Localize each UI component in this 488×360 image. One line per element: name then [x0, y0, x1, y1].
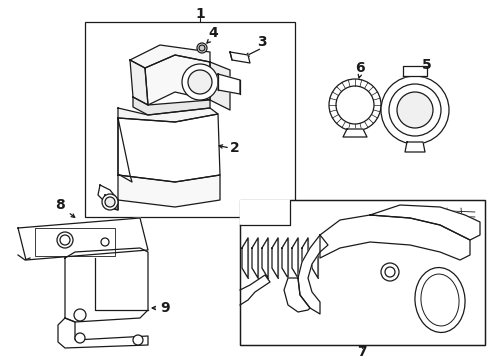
Polygon shape [262, 238, 267, 278]
Ellipse shape [414, 267, 464, 332]
Polygon shape [18, 218, 148, 260]
Circle shape [133, 335, 142, 345]
Text: 6: 6 [354, 61, 364, 75]
Polygon shape [271, 238, 278, 278]
Circle shape [388, 84, 440, 136]
Polygon shape [118, 118, 132, 182]
Circle shape [197, 43, 206, 53]
Circle shape [182, 64, 218, 100]
Text: 7: 7 [356, 345, 366, 359]
Polygon shape [311, 238, 317, 278]
Circle shape [380, 263, 398, 281]
Polygon shape [209, 62, 229, 110]
Polygon shape [118, 114, 220, 182]
Polygon shape [291, 238, 297, 278]
Circle shape [199, 45, 204, 51]
Polygon shape [118, 108, 218, 122]
Circle shape [101, 238, 109, 246]
Circle shape [57, 232, 73, 248]
Polygon shape [302, 238, 307, 278]
Circle shape [335, 86, 373, 124]
Bar [85, 22, 294, 217]
Polygon shape [282, 238, 287, 278]
Polygon shape [65, 248, 148, 322]
Bar [240, 200, 484, 345]
Text: 9: 9 [160, 301, 169, 315]
Text: 2: 2 [230, 141, 240, 155]
Polygon shape [297, 235, 327, 314]
Polygon shape [118, 175, 220, 207]
Polygon shape [133, 97, 209, 115]
Bar [35, 228, 115, 256]
Polygon shape [319, 215, 469, 260]
Polygon shape [284, 278, 309, 312]
Polygon shape [229, 52, 249, 63]
Polygon shape [145, 55, 209, 105]
Polygon shape [130, 60, 148, 105]
Circle shape [328, 79, 380, 131]
Circle shape [75, 333, 85, 343]
Polygon shape [218, 74, 240, 94]
Circle shape [187, 70, 212, 94]
Polygon shape [98, 185, 118, 210]
Polygon shape [404, 142, 424, 152]
Text: 1: 1 [195, 7, 204, 21]
Polygon shape [242, 238, 247, 278]
Polygon shape [130, 45, 209, 68]
Text: 3: 3 [257, 35, 266, 49]
Circle shape [105, 197, 115, 207]
Polygon shape [58, 318, 148, 348]
Polygon shape [342, 129, 366, 137]
Polygon shape [369, 205, 479, 240]
Text: 5: 5 [421, 58, 431, 72]
Circle shape [396, 92, 432, 128]
Polygon shape [240, 200, 289, 225]
Polygon shape [105, 195, 118, 210]
Circle shape [102, 194, 118, 210]
Text: 8: 8 [55, 198, 65, 212]
Text: 4: 4 [208, 26, 218, 40]
Polygon shape [402, 66, 426, 76]
Circle shape [74, 309, 86, 321]
Polygon shape [251, 238, 258, 278]
Circle shape [380, 76, 448, 144]
